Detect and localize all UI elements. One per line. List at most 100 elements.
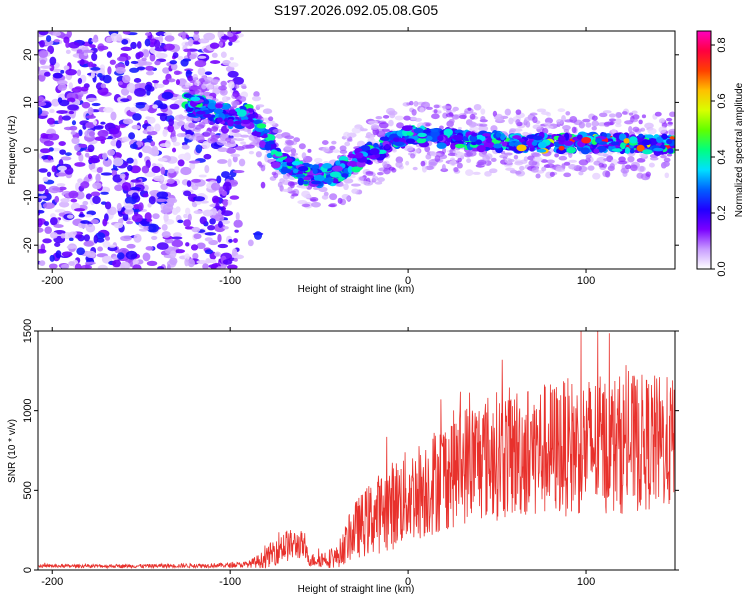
heatmap-cell	[298, 143, 306, 150]
heatmap-cell	[83, 52, 88, 56]
heatmap-cell	[102, 152, 108, 160]
heatmap-cell	[108, 244, 117, 248]
heatmap-cell	[234, 138, 245, 142]
heatmap-cell	[234, 229, 239, 233]
x-tick-label: -200	[41, 576, 63, 588]
heatmap-cell	[425, 165, 434, 171]
heatmap-cell	[406, 131, 414, 136]
heatmap-cell	[425, 153, 432, 160]
heatmap-cell	[160, 209, 170, 214]
heatmap-cell	[133, 158, 138, 167]
bottom-y-axis-label: SNR (10 * v/v)	[7, 419, 18, 483]
heatmap-cell	[519, 165, 525, 171]
heatmap-cell	[187, 258, 195, 268]
heatmap-cell	[110, 32, 119, 42]
heatmap-cell	[351, 166, 361, 173]
heatmap-cell	[629, 148, 635, 154]
heatmap-cell	[241, 144, 252, 149]
y-tick-label: -20	[22, 237, 34, 253]
x-tick-label: -200	[41, 275, 63, 287]
heatmap-cell	[292, 169, 299, 174]
heatmap-cell	[540, 159, 548, 163]
heatmap-cell	[561, 115, 566, 122]
heatmap-cell	[239, 96, 247, 102]
heatmap-cell	[97, 73, 103, 78]
heatmap-cell	[93, 125, 104, 130]
heatmap-cell	[44, 71, 51, 77]
heatmap-cell	[102, 218, 108, 227]
heatmap-cell	[631, 110, 638, 115]
heatmap-cell	[85, 115, 96, 119]
heatmap-cell	[211, 195, 220, 204]
heatmap-cell	[172, 141, 181, 147]
heatmap-cell	[284, 145, 293, 151]
heatmap-cell	[205, 258, 211, 264]
heatmap-cell	[466, 158, 472, 164]
heatmap-cell	[448, 112, 454, 117]
heatmap-cell	[87, 61, 94, 68]
heatmap-cell	[409, 100, 414, 106]
heatmap-cell	[360, 145, 371, 152]
heatmap-cell	[264, 143, 272, 151]
heatmap-cell	[456, 162, 463, 169]
heatmap-cell	[181, 31, 186, 40]
heatmap-cell	[208, 264, 218, 269]
heatmap-cell	[161, 231, 171, 238]
heatmap-cell	[68, 110, 75, 115]
heatmap-cell	[262, 108, 273, 114]
heatmap-cell	[104, 235, 111, 241]
heatmap-cell	[587, 165, 595, 171]
heatmap-cell	[163, 43, 175, 51]
colorbar: 0.0 0.2 0.4 0.6 0.8 Normalized spectral ampl…	[696, 30, 745, 277]
heatmap-cell	[39, 260, 46, 267]
heatmap-cell	[554, 153, 560, 158]
x-tick-label: 100	[577, 576, 595, 588]
heatmap-cell	[544, 125, 554, 129]
heatmap-cell	[629, 136, 638, 144]
heatmap-cell	[63, 65, 70, 70]
heatmap-cell	[134, 87, 147, 97]
heatmap-cell	[378, 122, 389, 129]
heatmap-cell	[120, 87, 130, 96]
heatmap-cell	[190, 244, 199, 251]
heatmap-cell	[620, 142, 626, 150]
heatmap-cell	[377, 171, 384, 176]
heatmap-cell	[102, 74, 112, 84]
heatmap-cell	[222, 59, 231, 66]
heatmap-cell	[202, 209, 214, 217]
heatmap-cell	[100, 83, 107, 89]
heatmap-cell	[301, 152, 307, 159]
heatmap-cell	[232, 170, 245, 174]
heatmap-cell	[457, 157, 462, 163]
heatmap-cell	[132, 264, 142, 269]
heatmap-cell	[666, 138, 673, 145]
heatmap-cell	[403, 145, 414, 152]
heatmap-cell	[214, 103, 223, 109]
heatmap-cell	[223, 181, 231, 187]
heatmap-cell	[645, 134, 654, 139]
heatmap-cell	[454, 151, 465, 158]
heatmap-cell	[253, 91, 260, 98]
heatmap-cell	[43, 140, 54, 147]
heatmap-cell	[641, 139, 652, 146]
heatmap-cell	[260, 181, 266, 189]
heatmap-cell	[177, 153, 188, 160]
heatmap-cell	[132, 259, 139, 265]
heatmap-cell	[231, 248, 238, 257]
heatmap-cell	[233, 120, 241, 125]
heatmap-cell	[508, 117, 514, 125]
heatmap-cell	[172, 52, 179, 59]
heatmap-cell	[232, 76, 244, 85]
heatmap-cell	[177, 219, 184, 224]
heatmap-cell	[420, 160, 426, 167]
heatmap-cell	[454, 143, 465, 149]
heatmap-cell	[359, 126, 365, 132]
heatmap-cell	[102, 158, 112, 167]
heatmap-cell	[171, 236, 183, 240]
heatmap-cell	[544, 122, 551, 126]
heatmap-cell	[121, 182, 132, 191]
heatmap-cell	[428, 161, 437, 167]
heatmap-cell	[42, 39, 54, 46]
heatmap-cell	[535, 173, 541, 179]
heatmap-cell	[563, 172, 572, 178]
